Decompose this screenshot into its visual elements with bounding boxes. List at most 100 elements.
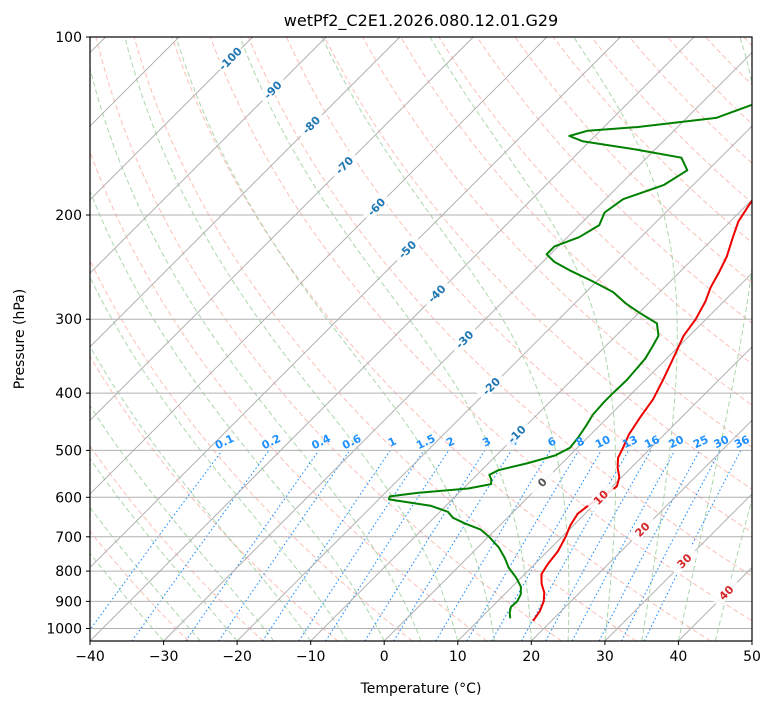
dewpoint-point <box>569 447 571 449</box>
dewpoint-point <box>416 492 419 494</box>
mixing-ratio-line <box>571 450 676 641</box>
dewpoint-point <box>590 279 592 282</box>
dry-adiabat-line <box>95 37 562 641</box>
mixing-ratio-line <box>262 450 391 641</box>
isotherm-label-bg <box>710 577 741 608</box>
temperature-point <box>557 550 559 552</box>
temperature-point <box>546 564 549 566</box>
mixing-ratio-label: 16 <box>642 433 662 452</box>
x-tick-label: −40 <box>75 649 105 665</box>
plot-frame <box>89 36 753 642</box>
temperature-point <box>683 335 685 337</box>
dry-adiabat-line <box>514 37 752 284</box>
dewpoint-point <box>587 130 589 132</box>
moist-adiabat-line <box>90 276 348 641</box>
dewpoint-point <box>516 600 518 603</box>
temperature-point <box>704 300 707 303</box>
temperature-point <box>732 236 734 238</box>
dewpoint-point <box>636 149 638 151</box>
dewpoint-point <box>592 414 594 416</box>
y-tick-label: 600 <box>55 490 82 506</box>
moist-adiabat-line <box>90 66 422 641</box>
isotherm-label-bg <box>295 109 326 140</box>
dry-adiabat-line <box>90 355 339 641</box>
profile-series <box>388 103 752 622</box>
dewpoint-point <box>467 487 469 490</box>
dewpoint-point <box>509 617 511 619</box>
isotherm-line <box>90 37 548 495</box>
moist-adiabat-line <box>124 37 459 641</box>
dewpoint-point <box>490 483 492 485</box>
dewpoint-point <box>644 358 646 360</box>
dewpoint-point <box>715 117 717 119</box>
temperature-point <box>577 513 579 515</box>
temperature-point <box>718 271 720 273</box>
moist-adiabat-line <box>321 37 570 641</box>
dewpoint-point <box>569 269 571 271</box>
dewpoint-point <box>520 586 522 588</box>
isotherm-line <box>90 37 254 201</box>
mixing-ratio-lines <box>90 450 742 641</box>
dewpoint-point <box>581 140 584 142</box>
isotherm-line <box>310 198 752 641</box>
temperature-point <box>539 610 541 612</box>
dewpoint-point <box>656 322 658 324</box>
isotherm-line <box>604 493 752 641</box>
dewpoint-line <box>388 103 752 619</box>
dewpoint-point <box>553 245 556 247</box>
dry-adiabat-line <box>209 37 752 622</box>
dewpoint-point <box>429 505 432 507</box>
moist-adiabat-line <box>677 37 752 641</box>
dry-adiabat-line <box>400 37 752 406</box>
dry-adiabat-line <box>90 444 264 641</box>
dewpoint-point <box>389 495 391 497</box>
mixing-ratio-label: 20 <box>667 433 687 452</box>
mixing-ratio-label: 36 <box>732 433 752 452</box>
isotherm-label-bg <box>627 514 657 544</box>
dry-adiabat-line <box>171 37 712 641</box>
y-tick-label: 700 <box>55 530 82 546</box>
line-labels: 0.10.20.40.611.52346810131620253036-100-… <box>213 43 752 608</box>
isotherm-label-bg <box>526 467 557 497</box>
dewpoint-point <box>447 511 449 513</box>
temperature-point <box>710 286 712 288</box>
isotherm-label-bg <box>449 324 479 354</box>
moist-adiabat-line <box>239 37 532 641</box>
dewpoint-point <box>612 291 614 293</box>
isotherm-label-bg <box>475 371 506 401</box>
isotherm-label-bg <box>501 418 532 449</box>
dewpoint-point <box>578 236 580 238</box>
dewpoint-point <box>498 547 500 549</box>
dewpoint-point <box>504 557 506 559</box>
isotherm-label-bg <box>257 74 288 105</box>
dewpoint-point <box>612 392 614 394</box>
isotherm-label-bg <box>585 482 616 512</box>
dewpoint-point <box>488 536 490 538</box>
temperature-point <box>672 358 674 360</box>
dewpoint-point <box>452 517 454 519</box>
dewpoint-point <box>520 593 522 595</box>
temperature-point <box>565 536 567 538</box>
isotherm-line <box>457 346 752 641</box>
mixing-ratio-label: 13 <box>620 433 639 451</box>
temperature-line <box>532 199 752 622</box>
dewpoint-point <box>636 126 638 128</box>
x-tick-label: −10 <box>296 649 326 665</box>
dewpoint-point <box>509 612 511 614</box>
dewpoint-point <box>598 224 600 226</box>
temperature-point <box>618 476 620 478</box>
y-tick-label: 800 <box>55 564 82 580</box>
moist-adiabat-line <box>90 189 385 641</box>
y-tick-label: 200 <box>55 208 82 224</box>
temperature-point <box>540 573 543 575</box>
isotherm-line <box>90 37 401 348</box>
dry-adiabat-line <box>247 37 752 577</box>
dewpoint-point <box>464 523 467 525</box>
chart-title: wetPf2_C2E1.2026.080.12.01.G29 <box>284 11 558 31</box>
dewpoint-point <box>663 184 665 186</box>
mixing-ratio-line <box>90 450 223 631</box>
mixing-ratio-line <box>218 450 351 641</box>
temperature-point <box>569 525 571 527</box>
dewpoint-point <box>680 157 683 159</box>
dewpoint-point <box>602 402 605 404</box>
